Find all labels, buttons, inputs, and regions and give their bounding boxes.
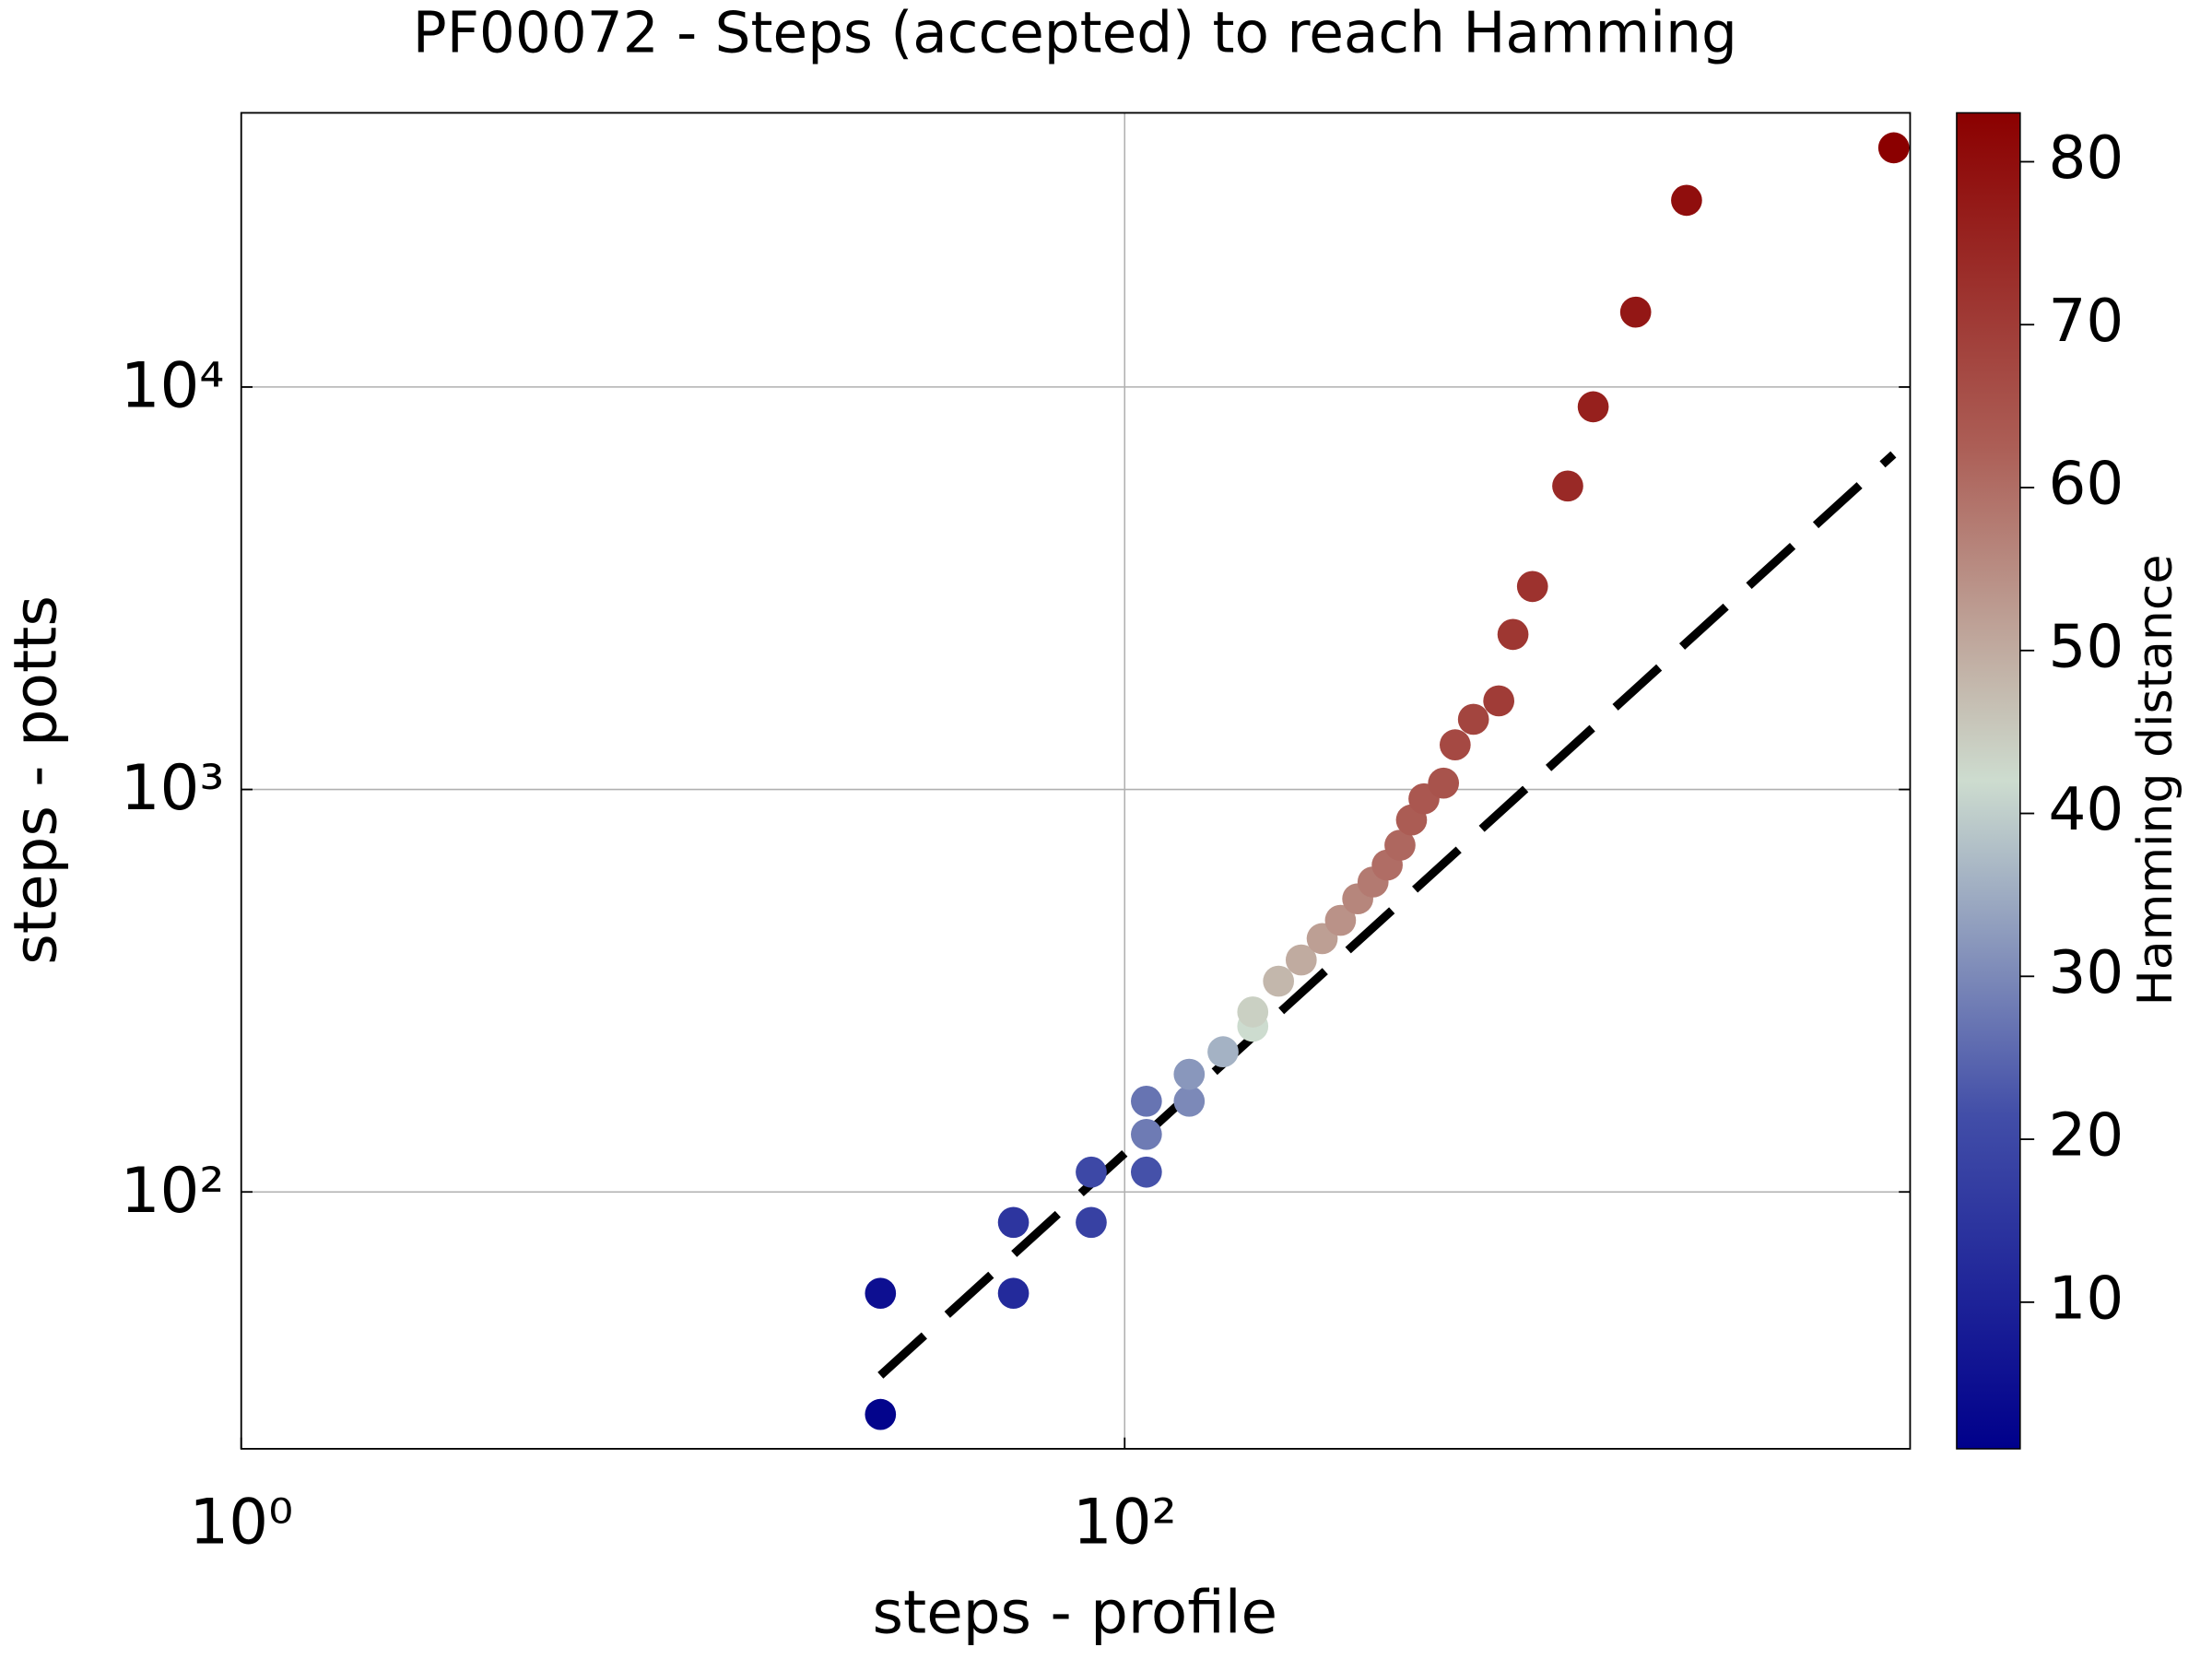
scatter-point (1428, 767, 1460, 799)
scatter-point (1076, 1156, 1107, 1188)
scatter-point (1131, 1156, 1162, 1188)
scatter-point (1457, 703, 1489, 735)
y-tick-label: 10² (121, 1154, 225, 1227)
scatter-point (1497, 618, 1529, 651)
colorbar-tick-label: 30 (2048, 938, 2124, 1007)
y-tick-label: 10³ (121, 751, 225, 824)
x-tick-label: 10² (1073, 1486, 1177, 1559)
scatter-point (865, 1398, 897, 1430)
y-axis-label: steps - potts (1, 595, 70, 965)
colorbar-tick-label: 60 (2048, 450, 2124, 519)
colorbar-tick-label: 50 (2048, 612, 2124, 681)
scatter-point (1483, 685, 1515, 717)
scatter-point (1076, 1206, 1107, 1239)
x-tick-label: 10⁰ (189, 1486, 293, 1559)
y-tick-label: 10⁴ (121, 349, 225, 422)
scatter-point (1324, 904, 1357, 936)
scatter-point (1384, 830, 1416, 861)
scatter-point (1131, 1118, 1162, 1150)
colorbar-label: Hamming distance (2128, 554, 2183, 1006)
chart-title: PF00072 - Steps (accepted) to reach Hamm… (413, 0, 1737, 65)
colorbar-tick-label: 20 (2048, 1101, 2124, 1171)
scatter-point (997, 1277, 1030, 1310)
scatter-point (1439, 729, 1471, 760)
scatter-point (1619, 296, 1652, 328)
colorbar-tick-label: 10 (2048, 1264, 2124, 1333)
scatter-point (1552, 470, 1583, 502)
x-axis-label: steps - profile (873, 1579, 1278, 1648)
scatter-point (1173, 1058, 1206, 1090)
colorbar-tick-label: 40 (2048, 775, 2124, 844)
scatter-point (997, 1206, 1030, 1239)
colorbar-tick-label: 70 (2048, 287, 2124, 356)
scatter-point (1237, 996, 1269, 1028)
scatter-point (1131, 1086, 1162, 1117)
scatter-point (1877, 132, 1910, 164)
scatter-point (1285, 944, 1317, 976)
scatter-point (1207, 1036, 1239, 1067)
colorbar-tick-label: 80 (2048, 124, 2124, 193)
colorbar (1956, 112, 2021, 1450)
scatter-point (1263, 965, 1295, 997)
scatter-point (1577, 391, 1609, 423)
plot-frame (240, 112, 1912, 1450)
scatter-point (1173, 1086, 1206, 1117)
scatter-point (865, 1277, 897, 1310)
scatter-point (1516, 571, 1548, 603)
fit-line (877, 451, 1897, 1379)
scatter-point (1671, 184, 1702, 217)
